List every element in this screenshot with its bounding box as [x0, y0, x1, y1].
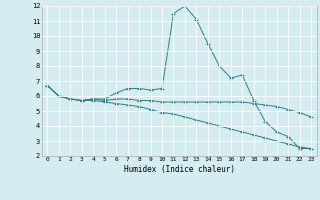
X-axis label: Humidex (Indice chaleur): Humidex (Indice chaleur) — [124, 165, 235, 174]
